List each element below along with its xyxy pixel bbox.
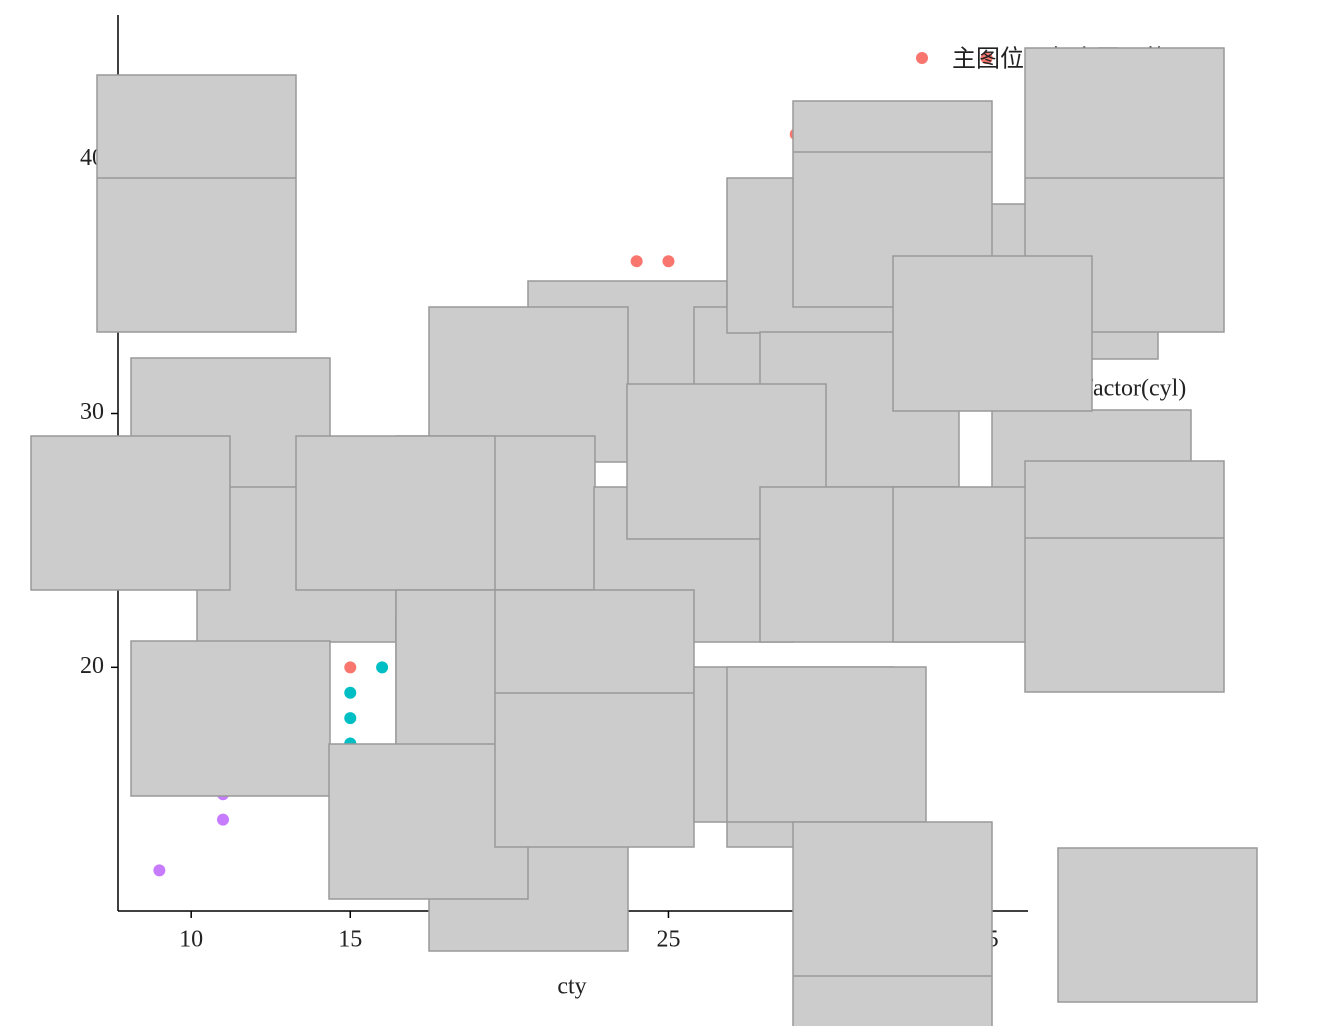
- grey-box: [792, 821, 993, 1026]
- grey-box: [30, 435, 231, 591]
- point: [344, 712, 357, 725]
- grey-box: [494, 589, 695, 848]
- y-tick-label: 20: [80, 653, 104, 679]
- point: [630, 255, 643, 268]
- grey-box: [130, 640, 331, 797]
- point: [376, 661, 389, 674]
- point: [153, 864, 166, 877]
- point: [344, 661, 357, 674]
- legend-key: [916, 52, 928, 64]
- point: [344, 686, 357, 699]
- y-tick-label: 30: [80, 399, 104, 425]
- grey-box: [892, 255, 1093, 412]
- point: [980, 52, 993, 65]
- grey-box: [726, 666, 927, 848]
- point: [662, 255, 675, 268]
- x-tick-label: 15: [338, 927, 362, 953]
- x-tick-label: 25: [656, 927, 680, 953]
- grey-box: [1024, 460, 1225, 693]
- x-tick-label: 10: [179, 927, 203, 953]
- legend-title: factor(cyl): [1085, 376, 1186, 402]
- point: [217, 813, 229, 826]
- x-axis-title: cty: [557, 974, 586, 1000]
- grey-box: [96, 74, 297, 333]
- grey-box: [295, 435, 496, 591]
- grey-box: [1057, 847, 1258, 1003]
